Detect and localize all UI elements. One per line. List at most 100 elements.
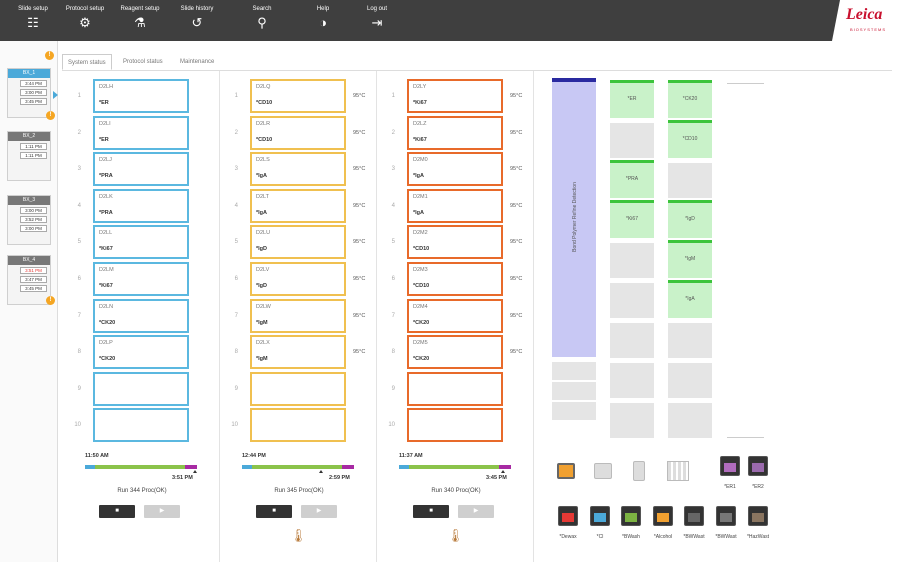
reagent-slot[interactable]: *CD10 (668, 123, 712, 158)
stop-button[interactable]: ■ (413, 505, 449, 518)
slide-slot[interactable] (407, 408, 503, 443)
bwwast-container-icon[interactable] (684, 506, 704, 526)
slide-position-number: 5 (234, 239, 238, 246)
reagent-setup-icon: ⚗ (134, 15, 146, 30)
reagent-slot[interactable] (610, 243, 654, 278)
slide-slot[interactable]: D2M0 *IgA (407, 152, 503, 187)
reagent-label: *IgD (685, 216, 695, 222)
slide-slot[interactable]: D2LU *IgD (250, 225, 346, 260)
reagent-slot[interactable] (668, 363, 712, 398)
module-bx_2[interactable]: BX_2 1:11 PM 1:11 PM (7, 131, 51, 181)
hazwast-container-icon[interactable] (748, 506, 768, 526)
nav-reagent-setup[interactable]: Reagent setup ⚗ (115, 0, 165, 41)
alert-badge[interactable]: ! (46, 296, 55, 305)
reagent-slot[interactable] (610, 283, 654, 318)
reagent-slot[interactable]: *IgA (668, 283, 712, 318)
module-bx_3[interactable]: BX_3 3:00 PM 3:52 PM 3:00 PM (7, 195, 51, 245)
tab-protocol-status[interactable]: Protocol status (123, 59, 163, 65)
slide-slot[interactable]: D2LW *IgM (250, 298, 346, 333)
reagent-slot[interactable] (668, 323, 712, 358)
slide-slot[interactable]: D2LH *ER (93, 79, 189, 113)
alert-badge[interactable]: ! (46, 111, 55, 120)
slide-slot[interactable]: D2M5 *CK20 (407, 335, 503, 370)
reagent-slot[interactable] (668, 163, 712, 198)
start-button[interactable]: ▶ (144, 505, 180, 518)
nav-label: Log out (366, 6, 388, 12)
bwash-container-icon[interactable] (621, 506, 641, 526)
slide-slot[interactable]: D2LP *CK20 (93, 335, 189, 370)
bulk-reagent-label: Bond Polymer Refine Detection (572, 182, 578, 252)
bwwast-container-icon[interactable] (716, 506, 736, 526)
slide-slot[interactable]: D2M4 *CK20 (407, 298, 503, 333)
slide-slot[interactable]: D2LM *Ki67 (93, 262, 189, 296)
slide-slot[interactable] (250, 371, 346, 406)
empty-reagent-slot[interactable] (552, 382, 596, 400)
slide-slot[interactable]: D2M3 *CD10 (407, 262, 503, 296)
module-bx_4[interactable]: BX_4 3:51 PM 3:47 PM 3:45 PM (7, 255, 51, 305)
slide-slot[interactable]: D2LT *IgA (250, 188, 346, 223)
slide-slot[interactable]: D2M1 *IgA (407, 188, 503, 223)
slide-slot[interactable]: D2LI *ER (93, 115, 189, 150)
slide-slot[interactable]: D2LY *Ki67 (407, 79, 503, 113)
bulk-reagent-container[interactable] (552, 82, 596, 357)
stop-button[interactable]: ■ (256, 505, 292, 518)
slide-slot[interactable]: D2M2 *CD10 (407, 225, 503, 260)
slide-rack-icon[interactable] (667, 461, 689, 481)
slide-slot[interactable]: D2LR *CD10 (250, 115, 346, 150)
slide-slot[interactable]: D2LN *CK20 (93, 298, 189, 333)
empty-reagent-slot[interactable] (552, 402, 596, 420)
bottle-icon[interactable] (633, 461, 645, 481)
run-start-time: 11:50 AM (85, 453, 109, 459)
tab-maintenance[interactable]: Maintenance (180, 59, 215, 65)
reagent-slot[interactable] (610, 123, 654, 158)
slide-slot[interactable] (93, 408, 189, 443)
reagent-slot[interactable] (610, 363, 654, 398)
slide-id: D2LV (256, 267, 270, 273)
slide-slot[interactable] (407, 371, 503, 406)
slide-slot[interactable]: D2LX *IgM (250, 335, 346, 370)
er1-container-icon[interactable] (720, 456, 740, 476)
container-fill (625, 513, 637, 522)
slide-id: D2LK (99, 193, 113, 200)
reagent-slot[interactable]: *Ki67 (610, 203, 654, 238)
tab-system-status[interactable]: System status (62, 54, 112, 70)
slide-id: D2M1 (413, 193, 428, 200)
slide-slot[interactable] (93, 371, 189, 406)
nav-protocol-setup[interactable]: Protocol setup ⚙ (60, 0, 110, 41)
slide-temperature: 95°C (353, 312, 366, 319)
alcohol-container-icon[interactable] (653, 506, 673, 526)
nav-log-out[interactable]: Log out ⇥ (352, 0, 402, 41)
reagent-slot[interactable]: *IgM (668, 243, 712, 278)
cl-container-icon[interactable] (590, 506, 610, 526)
nav-slide-setup[interactable]: Slide setup ☷ (8, 0, 58, 41)
slide-slot[interactable]: D2LL *Ki67 (93, 225, 189, 260)
slide-slot[interactable]: D2LK *PRA (93, 188, 189, 223)
protocol-setup-icon: ⚙ (79, 15, 91, 30)
start-button[interactable]: ▶ (301, 505, 337, 518)
reagent-slot[interactable] (610, 323, 654, 358)
dewax-container-icon[interactable] (558, 506, 578, 526)
module-bx_1[interactable]: BX_1 3:44 PM 3:00 PM 3:45 PM (7, 68, 51, 118)
reagent-slot[interactable]: *ER (610, 83, 654, 118)
nav-search[interactable]: Search ⚲ (237, 0, 287, 41)
reagent-slot[interactable]: *IgD (668, 203, 712, 238)
printer-icon[interactable] (594, 463, 612, 479)
slide-slot[interactable] (250, 408, 346, 443)
slide-slot[interactable]: D2LQ *CD10 (250, 79, 346, 113)
alert-badge[interactable]: ! (45, 51, 54, 60)
empty-reagent-slot[interactable] (552, 362, 596, 380)
er2-container-icon[interactable] (748, 456, 768, 476)
start-button[interactable]: ▶ (458, 505, 494, 518)
reagent-slot[interactable]: *PRA (610, 163, 654, 198)
stop-button[interactable]: ■ (99, 505, 135, 518)
slide-slot[interactable]: D2LV *IgD (250, 262, 346, 296)
reagent-slot[interactable]: *CK20 (668, 83, 712, 118)
reagent-tray-icon[interactable] (557, 463, 575, 479)
nav-slide-history[interactable]: Slide history ↺ (172, 0, 222, 41)
reagent-slot[interactable] (610, 403, 654, 438)
slide-slot[interactable]: D2LS *IgA (250, 152, 346, 187)
reagent-slot[interactable] (668, 403, 712, 438)
nav-help[interactable]: Help ◑ (298, 0, 348, 41)
slide-slot[interactable]: D2LJ *PRA (93, 152, 189, 187)
slide-slot[interactable]: D2LZ *Ki67 (407, 115, 503, 150)
